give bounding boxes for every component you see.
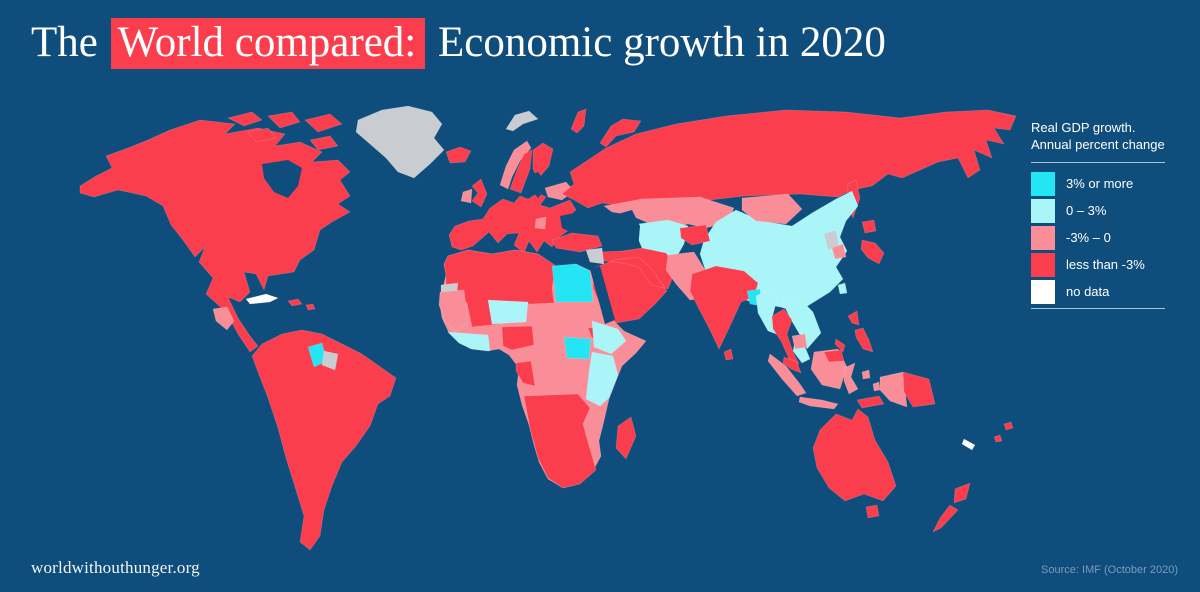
map-region-svalbard	[505, 110, 539, 132]
map-region-papua-new-guinea	[902, 371, 936, 408]
map-region-west-papua	[879, 371, 908, 408]
map-region-iceland	[445, 146, 472, 164]
legend-title-line2: Annual percent change	[1031, 136, 1165, 152]
legend-item-3-or-more: 3% or more	[1031, 171, 1165, 196]
title-highlight: World compared:	[110, 18, 426, 69]
legend-divider-bottom	[1031, 307, 1165, 309]
map-region-cambodia	[791, 333, 808, 350]
map-region-niger	[487, 299, 529, 325]
map-region-new-zealand	[932, 482, 971, 533]
map-region-south-america	[251, 329, 397, 551]
map-region-serbia	[534, 216, 547, 230]
map-region-caribbean-islands	[287, 298, 316, 311]
legend-item-minus3-to-0: -3% – 0	[1031, 225, 1165, 250]
map-region-syria	[585, 247, 605, 265]
legend-item-no-data: no data	[1031, 279, 1165, 304]
map-region-indonesia	[767, 348, 859, 410]
legend-label: less than -3%	[1066, 257, 1145, 273]
map-region-ghana-cotedivoire	[447, 331, 491, 352]
page-title: The World compared: Economic growth in 2…	[31, 18, 1131, 69]
map-region-french-guiana	[321, 350, 339, 371]
map-region-south-sudan	[563, 336, 592, 360]
map-region-pacific-islands	[993, 421, 1014, 443]
map-region-madagascar	[615, 416, 637, 460]
source-credit: Source: IMF (October 2020)	[1041, 564, 1178, 576]
map-region-mauritania-senegal	[438, 289, 469, 333]
map-region-south-korea	[831, 243, 847, 260]
legend-title-line1: Real GDP growth.	[1031, 120, 1136, 135]
map-region-india	[689, 265, 759, 350]
map-region-ethiopia	[591, 320, 627, 355]
legend-title: Real GDP growth. Annual percent change	[1031, 120, 1165, 154]
legend-item-0-to-3: 0 – 3%	[1031, 198, 1165, 223]
map-region-uk	[471, 178, 488, 208]
map-region-greenland	[355, 105, 445, 179]
map-legend: Real GDP growth. Annual percent change 3…	[1031, 120, 1165, 318]
legend-swatch-0-to-3	[1031, 198, 1055, 223]
map-region-taiwan	[837, 282, 848, 295]
map-region-arctic-islands	[226, 111, 343, 151]
map-region-cuba	[245, 293, 279, 305]
map-region-malaysia	[782, 356, 802, 374]
legend-label: -3% – 0	[1066, 230, 1111, 246]
map-region-mongolia	[741, 193, 803, 225]
map-region-sweden-finland	[509, 142, 554, 194]
legend-swatch-less-than-minus3	[1031, 252, 1055, 277]
map-region-moluccas	[861, 369, 881, 392]
map-region-novaya-zemlya	[570, 108, 642, 148]
legend-swatch-3-or-more	[1031, 171, 1055, 196]
legend-divider-top	[1031, 161, 1165, 163]
legend-item-less-than-minus3: less than -3%	[1031, 252, 1165, 277]
title-prefix: The	[31, 19, 98, 66]
legend-label: 3% or more	[1066, 176, 1134, 192]
caspian-sea	[618, 210, 640, 250]
map-region-southern-africa	[523, 393, 597, 489]
hudson-bay	[262, 160, 302, 198]
legend-swatch-minus3-to-0	[1031, 225, 1055, 250]
map-region-sri-lanka	[723, 348, 734, 361]
map-region-ireland	[460, 188, 473, 204]
black-sea	[560, 211, 600, 235]
red-sea	[590, 266, 615, 324]
legend-swatch-no-data	[1031, 279, 1055, 304]
map-region-new-caledonia	[961, 438, 976, 451]
map-region-japan	[860, 219, 885, 265]
site-credit: worldwithouthunger.org	[31, 558, 200, 577]
map-region-thailand	[771, 308, 800, 365]
map-region-malaysia-borneo	[823, 349, 845, 363]
legend-label: no data	[1066, 284, 1110, 300]
legend-label: 0 – 3%	[1066, 203, 1107, 219]
title-suffix: Economic growth in 2020	[438, 19, 886, 66]
map-region-central-america	[212, 306, 235, 331]
map-region-egypt	[551, 263, 594, 303]
map-region-congo-gabon	[515, 360, 536, 387]
map-region-turkey	[551, 232, 603, 253]
map-region-tasmania	[865, 504, 880, 519]
map-region-philippines	[834, 310, 874, 353]
map-region-norway	[499, 140, 532, 190]
map-region-australia	[812, 408, 897, 502]
baltic-sea	[528, 172, 548, 198]
map-region-timor	[856, 395, 885, 409]
map-region-kenya-tanzania	[585, 351, 619, 407]
map-region-kyrgyzstan-tajikistan	[679, 224, 711, 246]
map-region-nigeria	[501, 325, 535, 351]
